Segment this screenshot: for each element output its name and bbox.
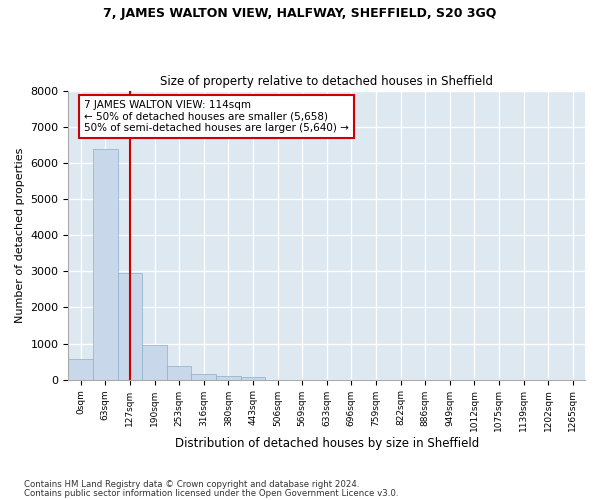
Text: 7 JAMES WALTON VIEW: 114sqm
← 50% of detached houses are smaller (5,658)
50% of : 7 JAMES WALTON VIEW: 114sqm ← 50% of det…	[84, 100, 349, 133]
Bar	[118, 273, 142, 380]
Bar	[241, 378, 265, 380]
Text: 7, JAMES WALTON VIEW, HALFWAY, SHEFFIELD, S20 3GQ: 7, JAMES WALTON VIEW, HALFWAY, SHEFFIELD…	[103, 8, 497, 20]
Bar	[216, 376, 241, 380]
Text: Contains HM Land Registry data © Crown copyright and database right 2024.: Contains HM Land Registry data © Crown c…	[24, 480, 359, 489]
Bar	[167, 366, 191, 380]
Text: Contains public sector information licensed under the Open Government Licence v3: Contains public sector information licen…	[24, 488, 398, 498]
Bar	[68, 358, 93, 380]
Title: Size of property relative to detached houses in Sheffield: Size of property relative to detached ho…	[160, 76, 493, 88]
X-axis label: Distribution of detached houses by size in Sheffield: Distribution of detached houses by size …	[175, 437, 479, 450]
Bar	[142, 345, 167, 380]
Y-axis label: Number of detached properties: Number of detached properties	[15, 148, 25, 323]
Bar	[191, 374, 216, 380]
Bar	[93, 150, 118, 380]
